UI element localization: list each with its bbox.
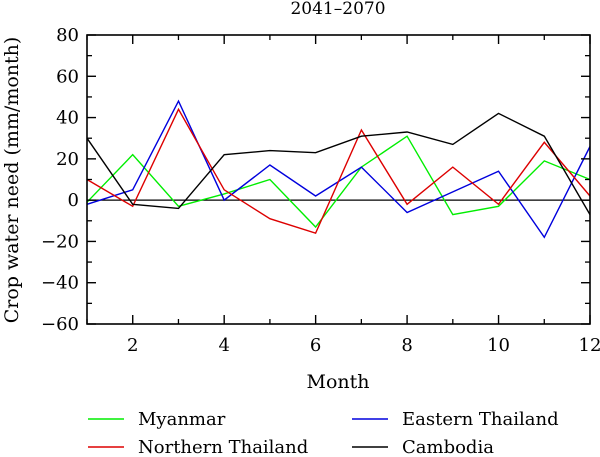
y-tick-label: −60 <box>41 314 79 335</box>
series-line-northern-thailand <box>86 107 591 235</box>
ticks-layer: 2 4 6 8 10 12 −60 −40 −20 0 20 40 60 80 <box>41 25 600 356</box>
legend-label: Eastern Thailand <box>402 409 559 430</box>
x-tick-label: 12 <box>579 335 600 356</box>
y-tick-label: 80 <box>56 25 79 46</box>
y-tick-label: 40 <box>56 108 79 129</box>
legend: Myanmar Eastern Thailand Northern Thailand… <box>88 409 559 457</box>
series-line-cambodia <box>86 112 591 215</box>
plot-frame <box>86 34 591 325</box>
y-tick-label: 60 <box>56 66 79 87</box>
plot-area: 2 4 6 8 10 12 −60 −40 −20 0 20 40 60 80 <box>41 25 600 356</box>
y-tick-label: 20 <box>56 149 79 170</box>
y-tick-label: −20 <box>41 231 79 252</box>
x-tick-label: 10 <box>487 335 510 356</box>
series-line-myanmar <box>86 135 591 229</box>
x-tick-label: 6 <box>310 335 321 356</box>
chart-title: 2041–2070 <box>290 0 385 19</box>
y-axis-label: Crop water need (mm/month) <box>1 37 23 324</box>
legend-label: Myanmar <box>138 409 226 430</box>
x-tick-label: 2 <box>127 335 138 356</box>
legend-label: Northern Thailand <box>138 437 308 457</box>
y-tick-label: 0 <box>68 190 79 211</box>
legend-label: Cambodia <box>402 437 494 457</box>
x-tick-label: 4 <box>218 335 229 356</box>
x-tick-label: 8 <box>401 335 412 356</box>
y-tick-label: −40 <box>41 273 79 294</box>
series-layer <box>86 99 591 239</box>
x-axis-label: Month <box>306 371 369 393</box>
